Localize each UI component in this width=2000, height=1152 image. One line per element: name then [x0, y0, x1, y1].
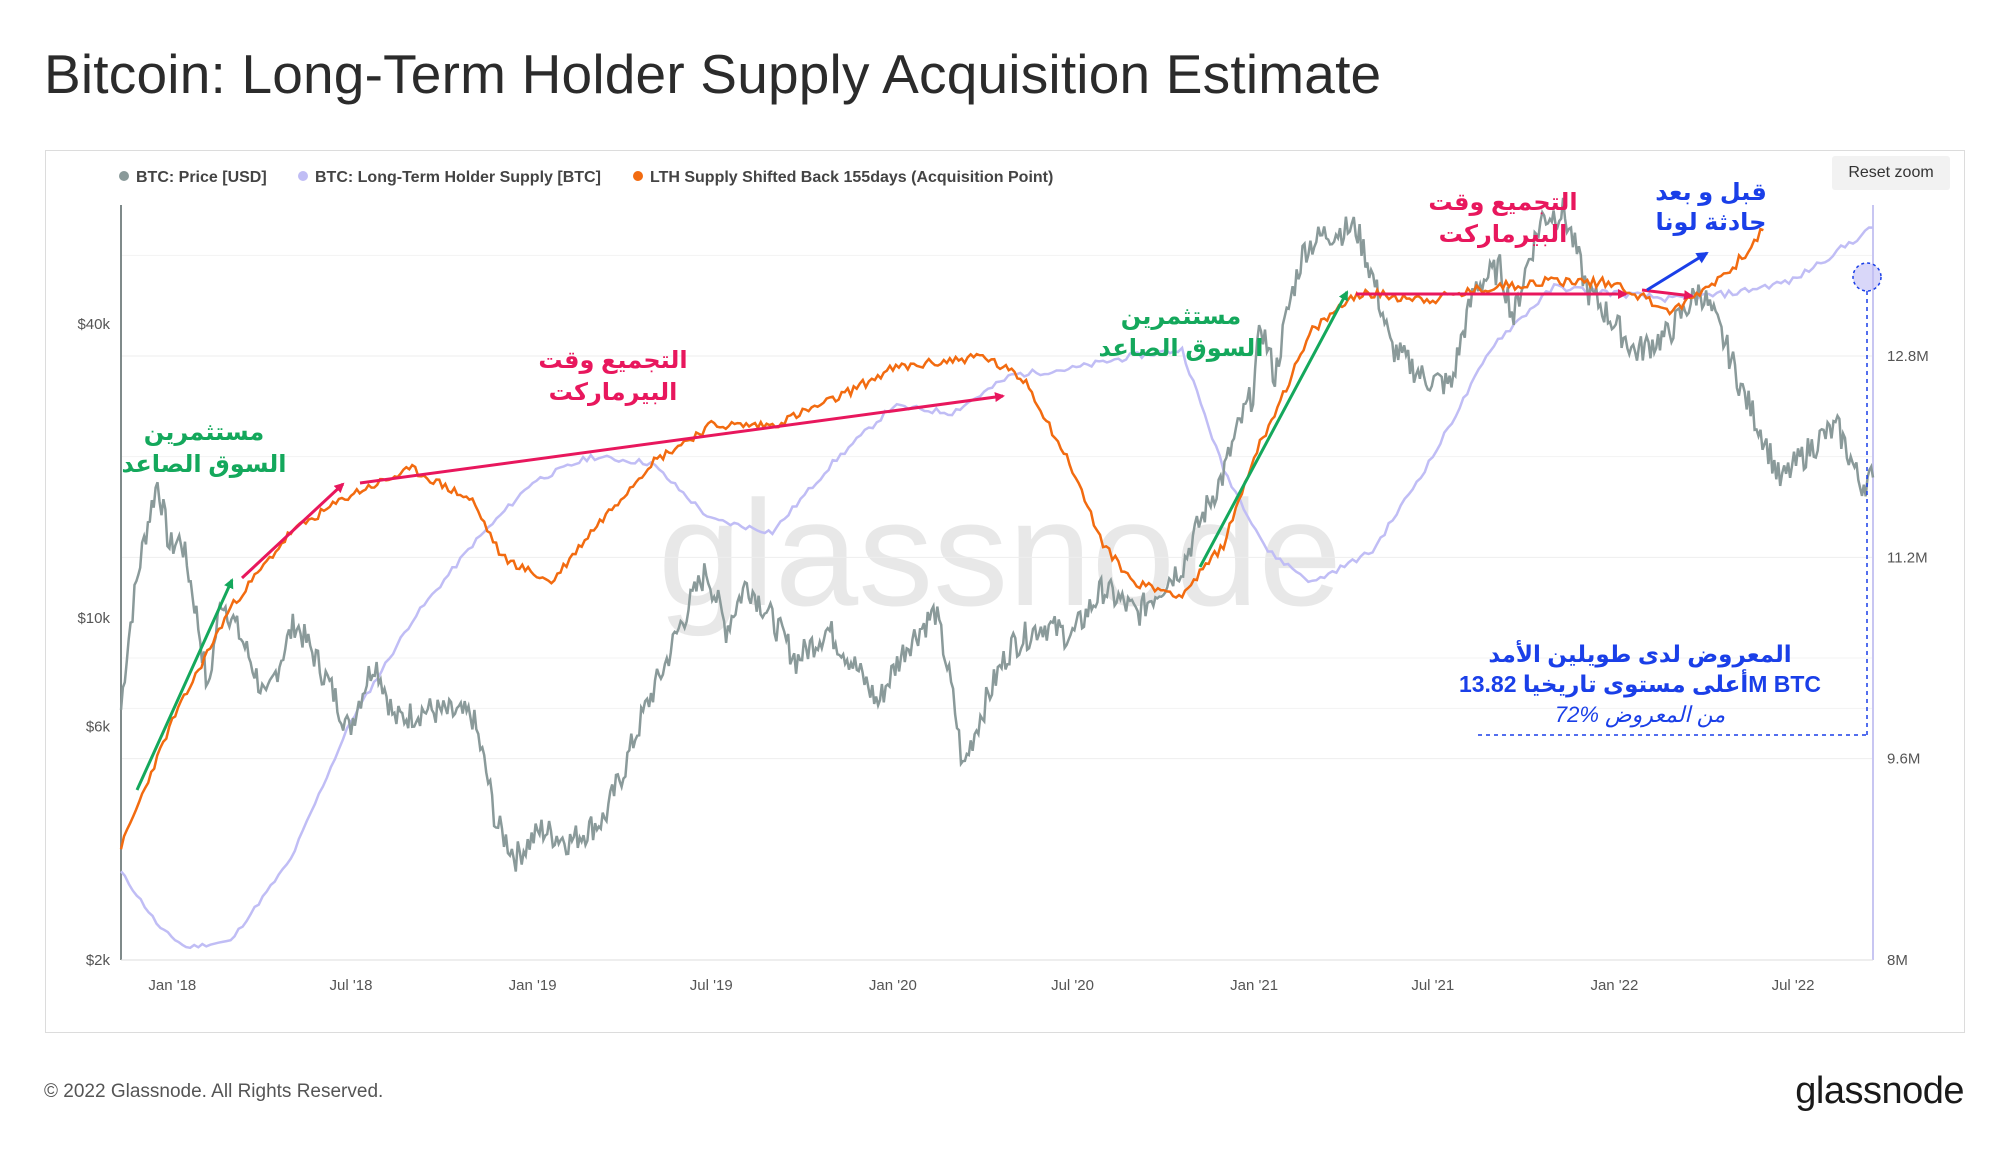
y-right-tick-label: 11.2M — [1887, 549, 1928, 566]
y-left-tick-label: $40k — [77, 316, 110, 333]
green-arrow-2 — [1198, 290, 1349, 568]
x-tick-label: Jan '19 — [509, 977, 557, 994]
y-left-tick-label: $2k — [86, 952, 111, 969]
annotation-bear-1: التجميع وقت البيرماركت — [538, 347, 687, 406]
annotation-bull-1: مستثمرين السوق الصاعد — [122, 419, 287, 478]
svg-text:LTH Supply Shifted Back 155day: LTH Supply Shifted Back 155days (Acquisi… — [650, 169, 1053, 186]
red-arrow-1 — [240, 482, 345, 580]
svg-text:قبل و بعد: قبل و بعد — [1655, 179, 1767, 206]
svg-text:البيرماركت: البيرماركت — [549, 379, 678, 406]
brand-logo: glassnode — [1795, 1070, 1964, 1112]
svg-text:مستثمرين: مستثمرين — [144, 419, 265, 446]
legend: BTC: Price [USD] BTC: Long-Term Holder S… — [119, 169, 1053, 186]
lth-shifted-line[interactable] — [119, 227, 1764, 850]
svg-text:التجميع وقت: التجميع وقت — [538, 347, 687, 374]
lth-supply-line[interactable] — [120, 226, 1874, 950]
x-ticks: Jan '18 Jul '18 Jan '19 Jul '19 Jan '20 Jul '… — [148, 977, 1814, 994]
legend-item-lth-supply[interactable]: BTC: Long-Term Holder Supply [BTC] — [298, 169, 601, 186]
y-left-tick-label: $6k — [86, 719, 111, 736]
chart-frame — [45, 150, 1965, 1033]
svg-text:السوق الصاعد: السوق الصاعد — [122, 451, 287, 478]
y-right-tick-label: 8M — [1887, 952, 1908, 969]
page-title: Bitcoin: Long-Term Holder Supply Acquisi… — [44, 43, 1382, 105]
svg-text:BTC: Long-Term Holder Supply [: BTC: Long-Term Holder Supply [BTC] — [315, 169, 601, 186]
ath-marker[interactable] — [1852, 262, 1882, 292]
legend-item-lth-shifted[interactable]: LTH Supply Shifted Back 155days (Acquisi… — [633, 169, 1053, 186]
x-tick-label: Jan '20 — [869, 977, 917, 994]
blue-arrow — [1646, 251, 1709, 292]
svg-text:أعلى مستوى تاريخيا 13.82M BTC: أعلى مستوى تاريخيا 13.82M BTC — [1459, 668, 1821, 698]
y-right-ticks: 8M 9.6M 11.2M 12.8M — [1887, 348, 1929, 969]
y-left-tick-label: $10k — [77, 610, 110, 627]
svg-text:السوق الصاعد: السوق الصاعد — [1099, 335, 1264, 362]
red-arrow-4 — [1641, 288, 1694, 301]
y-right-tick-label: 12.8M — [1887, 348, 1929, 365]
x-tick-label: Jul '22 — [1772, 977, 1815, 994]
svg-text:BTC: Price [USD]: BTC: Price [USD] — [136, 169, 267, 186]
annotation-ath: المعروض لدى طويلين الأمد أعلى مستوى تاري… — [1459, 639, 1821, 728]
x-tick-label: Jul '20 — [1051, 977, 1094, 994]
x-tick-label: Jul '18 — [330, 977, 373, 994]
x-tick-label: Jul '19 — [690, 977, 733, 994]
reset-zoom-button[interactable]: Reset zoom — [1832, 156, 1950, 190]
copyright: © 2022 Glassnode. All Rights Reserved. — [44, 1081, 384, 1102]
y-right-tick-label: 9.6M — [1887, 751, 1920, 768]
green-arrow-1 — [135, 578, 234, 791]
svg-text:حادثة لونا: حادثة لونا — [1656, 209, 1767, 236]
svg-text:البيرماركت: البيرماركت — [1439, 221, 1568, 248]
svg-text:مستثمرين: مستثمرين — [1121, 303, 1242, 330]
svg-text:المعروض لدى طويلين الأمد: المعروض لدى طويلين الأمد — [1488, 639, 1791, 668]
annotation-bear-2: التجميع وقت البيرماركت — [1428, 189, 1577, 248]
y-left-ticks: $2k $6k $10k $40k — [77, 316, 110, 969]
x-tick-label: Jan '21 — [1230, 977, 1278, 994]
x-tick-label: Jul '21 — [1411, 977, 1454, 994]
svg-text:72% من المعروض: 72% من المعروض — [1555, 702, 1726, 728]
x-tick-label: Jan '18 — [148, 977, 196, 994]
gridlines — [121, 254, 1873, 961]
annotation-bull-2: مستثمرين السوق الصاعد — [1099, 303, 1264, 362]
svg-text:التجميع وقت: التجميع وقت — [1428, 189, 1577, 216]
x-tick-label: Jan '22 — [1590, 977, 1638, 994]
red-arrow-2 — [359, 392, 1005, 485]
annotation-luna: قبل و بعد حادثة لونا — [1655, 179, 1767, 236]
legend-item-price[interactable]: BTC: Price [USD] — [119, 169, 267, 186]
